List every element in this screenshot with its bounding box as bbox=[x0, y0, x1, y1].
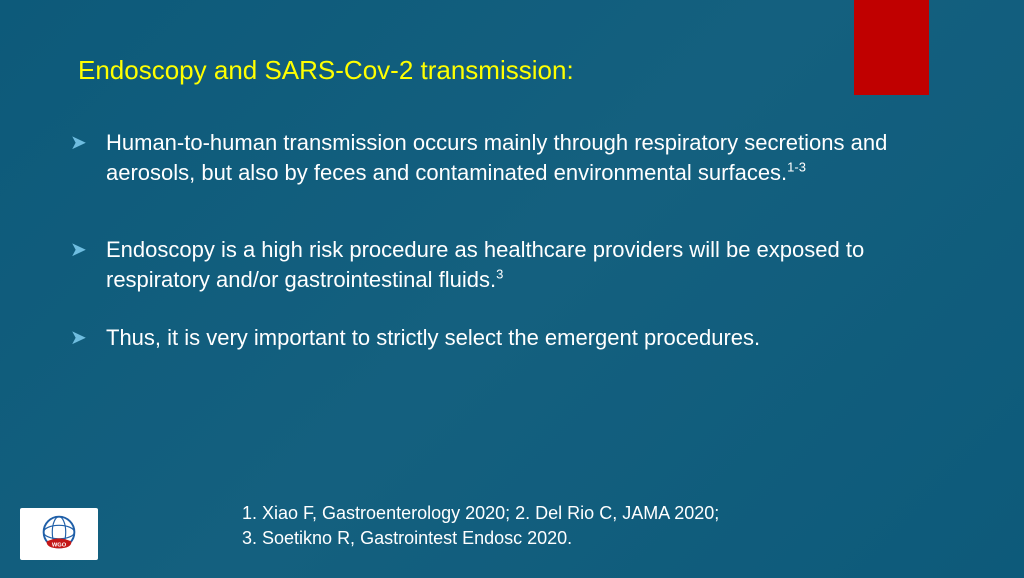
references: 1. Xiao F, Gastroenterology 2020; 2. Del… bbox=[242, 501, 719, 550]
bullet-item: ➤ Endoscopy is a high risk procedure as … bbox=[70, 235, 974, 294]
reference-line: 3. Soetikno R, Gastrointest Endosc 2020. bbox=[242, 526, 719, 550]
superscript-ref: 3 bbox=[496, 267, 503, 282]
bullet-item: ➤ Human-to-human transmission occurs mai… bbox=[70, 128, 974, 187]
slide-title: Endoscopy and SARS-Cov-2 transmission: bbox=[78, 55, 574, 86]
bullet-list: ➤ Human-to-human transmission occurs mai… bbox=[70, 128, 974, 380]
chevron-right-icon: ➤ bbox=[70, 325, 87, 352]
bullet-item: ➤ Thus, it is very important to strictly… bbox=[70, 323, 974, 353]
bullet-text: Human-to-human transmission occurs mainl… bbox=[106, 130, 887, 185]
chevron-right-icon: ➤ bbox=[70, 237, 87, 264]
globe-icon: WGO bbox=[35, 510, 83, 558]
svg-text:WGO: WGO bbox=[52, 542, 67, 548]
accent-bar bbox=[854, 0, 929, 95]
reference-line: 1. Xiao F, Gastroenterology 2020; 2. Del… bbox=[242, 501, 719, 525]
chevron-right-icon: ➤ bbox=[70, 130, 87, 157]
wgo-logo: WGO bbox=[20, 508, 98, 560]
bullet-text: Endoscopy is a high risk procedure as he… bbox=[106, 237, 864, 292]
superscript-ref: 1-3 bbox=[787, 159, 806, 174]
bullet-text: Thus, it is very important to strictly s… bbox=[106, 325, 760, 350]
